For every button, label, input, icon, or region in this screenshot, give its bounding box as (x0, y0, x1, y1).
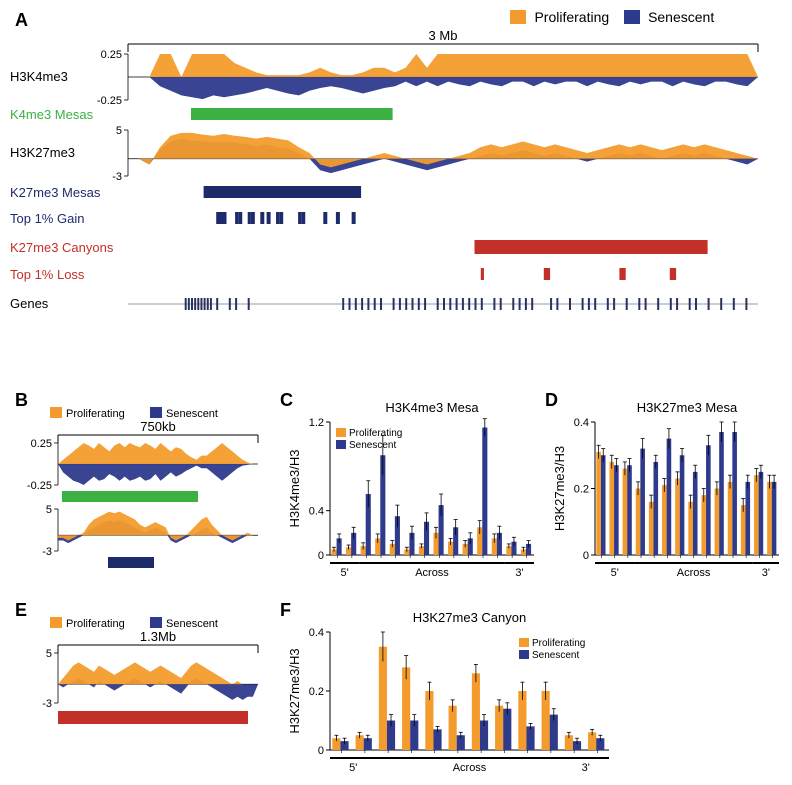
svg-text:Proliferating: Proliferating (66, 618, 125, 630)
panel-e-svg: ProliferatingSenescent1.3Mb-35 (10, 615, 272, 765)
panel-a-svg: 3 Mb -0.25 0.25 H3K4me3 K4me3 Mesas -3 5 H3K27m… (10, 30, 782, 375)
svg-text:H3K4me3/H3: H3K4me3/H3 (287, 449, 302, 527)
svg-text:Top 1% Gain: Top 1% Gain (10, 211, 84, 226)
legend-label-proliferating: Proliferating (534, 9, 609, 25)
svg-text:-3: -3 (42, 698, 52, 710)
svg-text:5': 5' (340, 567, 348, 579)
svg-text:Senescent: Senescent (349, 440, 396, 451)
svg-text:0.25: 0.25 (31, 438, 52, 450)
legend-swatch-proliferating (510, 10, 526, 24)
svg-text:Across: Across (453, 762, 487, 774)
panel-f: 0 0.2 0.4 H3K27me3 Canyon H3K27me3/H3 5' Acros… (285, 610, 615, 780)
svg-text:1.2: 1.2 (309, 417, 324, 429)
svg-text:K27me3 Mesas: K27me3 Mesas (10, 185, 101, 200)
svg-text:0: 0 (318, 550, 324, 562)
panel-c-svg: 0 0.4 1.2 H3K4me3 Mesa H3K4me3/H3 5' Across 3' P… (285, 400, 540, 585)
svg-text:0.25: 0.25 (101, 49, 122, 61)
svg-text:0.4: 0.4 (309, 506, 324, 518)
svg-text:750kb: 750kb (140, 419, 175, 434)
svg-text:1.3Mb: 1.3Mb (140, 629, 176, 644)
svg-text:3': 3' (762, 567, 770, 579)
svg-text:H3K4me3: H3K4me3 (10, 69, 68, 84)
svg-text:0.4: 0.4 (309, 627, 324, 639)
svg-text:H3K27me3 Mesa: H3K27me3 Mesa (637, 400, 738, 415)
svg-text:0.2: 0.2 (309, 686, 324, 698)
panel-d: 0 0.2 0.4 H3K27me3 Mesa H3K27me3/H3 5' Across 3… (550, 400, 785, 585)
svg-text:K4me3 Mesas: K4me3 Mesas (10, 107, 94, 122)
panel-d-svg: 0 0.2 0.4 H3K27me3 Mesa H3K27me3/H3 5' Across 3… (550, 400, 785, 585)
panel-a-label: A (15, 10, 28, 31)
svg-text:H3K27me3/H3: H3K27me3/H3 (552, 446, 567, 531)
svg-text:Senescent: Senescent (532, 650, 579, 661)
svg-text:0.2: 0.2 (574, 484, 589, 496)
svg-text:Proliferating: Proliferating (349, 428, 402, 439)
svg-text:0.4: 0.4 (574, 417, 589, 429)
svg-text:Proliferating: Proliferating (532, 638, 585, 649)
legend-label-senescent: Senescent (648, 9, 714, 25)
svg-text:-0.25: -0.25 (27, 480, 52, 492)
panel-b-svg: ProliferatingSenescent750kb-0.250.25-35 (10, 405, 272, 595)
svg-text:3': 3' (515, 567, 523, 579)
svg-text:5: 5 (46, 504, 52, 516)
svg-text:Genes: Genes (10, 296, 49, 311)
svg-text:H3K27me3: H3K27me3 (10, 145, 75, 160)
svg-text:Across: Across (415, 567, 449, 579)
panel-b: ProliferatingSenescent750kb-0.250.25-35 (10, 405, 272, 595)
panel-f-svg: 0 0.2 0.4 H3K27me3 Canyon H3K27me3/H3 5' Acros… (285, 610, 615, 780)
svg-text:5': 5' (611, 567, 619, 579)
svg-text:K27me3 Canyons: K27me3 Canyons (10, 240, 114, 255)
panel-c: 0 0.4 1.2 H3K4me3 Mesa H3K4me3/H3 5' Across 3' P… (285, 400, 540, 585)
svg-text:Proliferating: Proliferating (66, 408, 125, 420)
svg-text:5: 5 (116, 125, 122, 137)
svg-text:Top 1% Loss: Top 1% Loss (10, 267, 85, 282)
svg-text:-0.25: -0.25 (97, 95, 122, 107)
svg-text:0: 0 (318, 745, 324, 757)
svg-text:H3K27me3/H3: H3K27me3/H3 (287, 648, 302, 733)
svg-text:H3K4me3 Mesa: H3K4me3 Mesa (385, 400, 479, 415)
svg-text:Across: Across (677, 567, 711, 579)
svg-text:3 Mb: 3 Mb (429, 30, 458, 43)
svg-text:3': 3' (582, 762, 590, 774)
svg-text:H3K27me3 Canyon: H3K27me3 Canyon (413, 610, 526, 625)
legend-swatch-senescent (624, 10, 640, 24)
svg-text:-3: -3 (42, 546, 52, 558)
svg-text:5: 5 (46, 648, 52, 660)
panel-e: ProliferatingSenescent1.3Mb-35 (10, 615, 272, 765)
panel-a: 3 Mb -0.25 0.25 H3K4me3 K4me3 Mesas -3 5 H3K27m… (10, 30, 782, 375)
svg-text:-3: -3 (112, 171, 122, 183)
svg-text:5': 5' (349, 762, 357, 774)
legend-top: Proliferating Senescent (500, 8, 714, 26)
svg-text:0: 0 (583, 550, 589, 562)
